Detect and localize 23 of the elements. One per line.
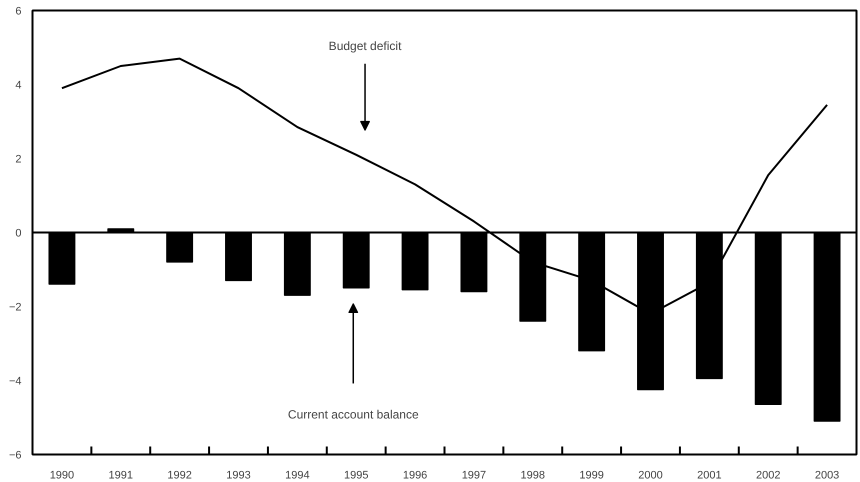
x-tick-label: 1992 [167,470,192,482]
x-tick-label: 2001 [697,470,722,482]
x-tick-label: 1998 [520,470,546,482]
y-tick-label: 6 [15,6,22,18]
y-tick-label: 2 [15,154,22,166]
x-tick-label: 1991 [108,470,134,482]
x-tick-label: 1996 [402,470,428,482]
x-tick-label: 1997 [462,470,486,482]
y-tick-label: −2 [8,302,22,314]
y-tick-label: 0 [15,228,22,240]
y-tick-label: −6 [8,450,22,462]
x-tick-label: 2000 [638,470,663,482]
annotation: Current account balance [288,408,419,422]
x-tick-label: 2003 [814,470,840,482]
x-tick-label: 1990 [50,470,74,482]
y-tick-label: 4 [15,80,22,92]
x-tick-label: 1993 [226,470,251,482]
x-tick-label: 1999 [579,470,604,482]
x-tick-label: 2002 [756,470,780,482]
annotation: Budget deficit [328,39,402,54]
x-tick-label: 1994 [285,470,310,482]
y-tick-label: −4 [8,376,22,388]
x-tick-label: 1995 [344,470,368,482]
